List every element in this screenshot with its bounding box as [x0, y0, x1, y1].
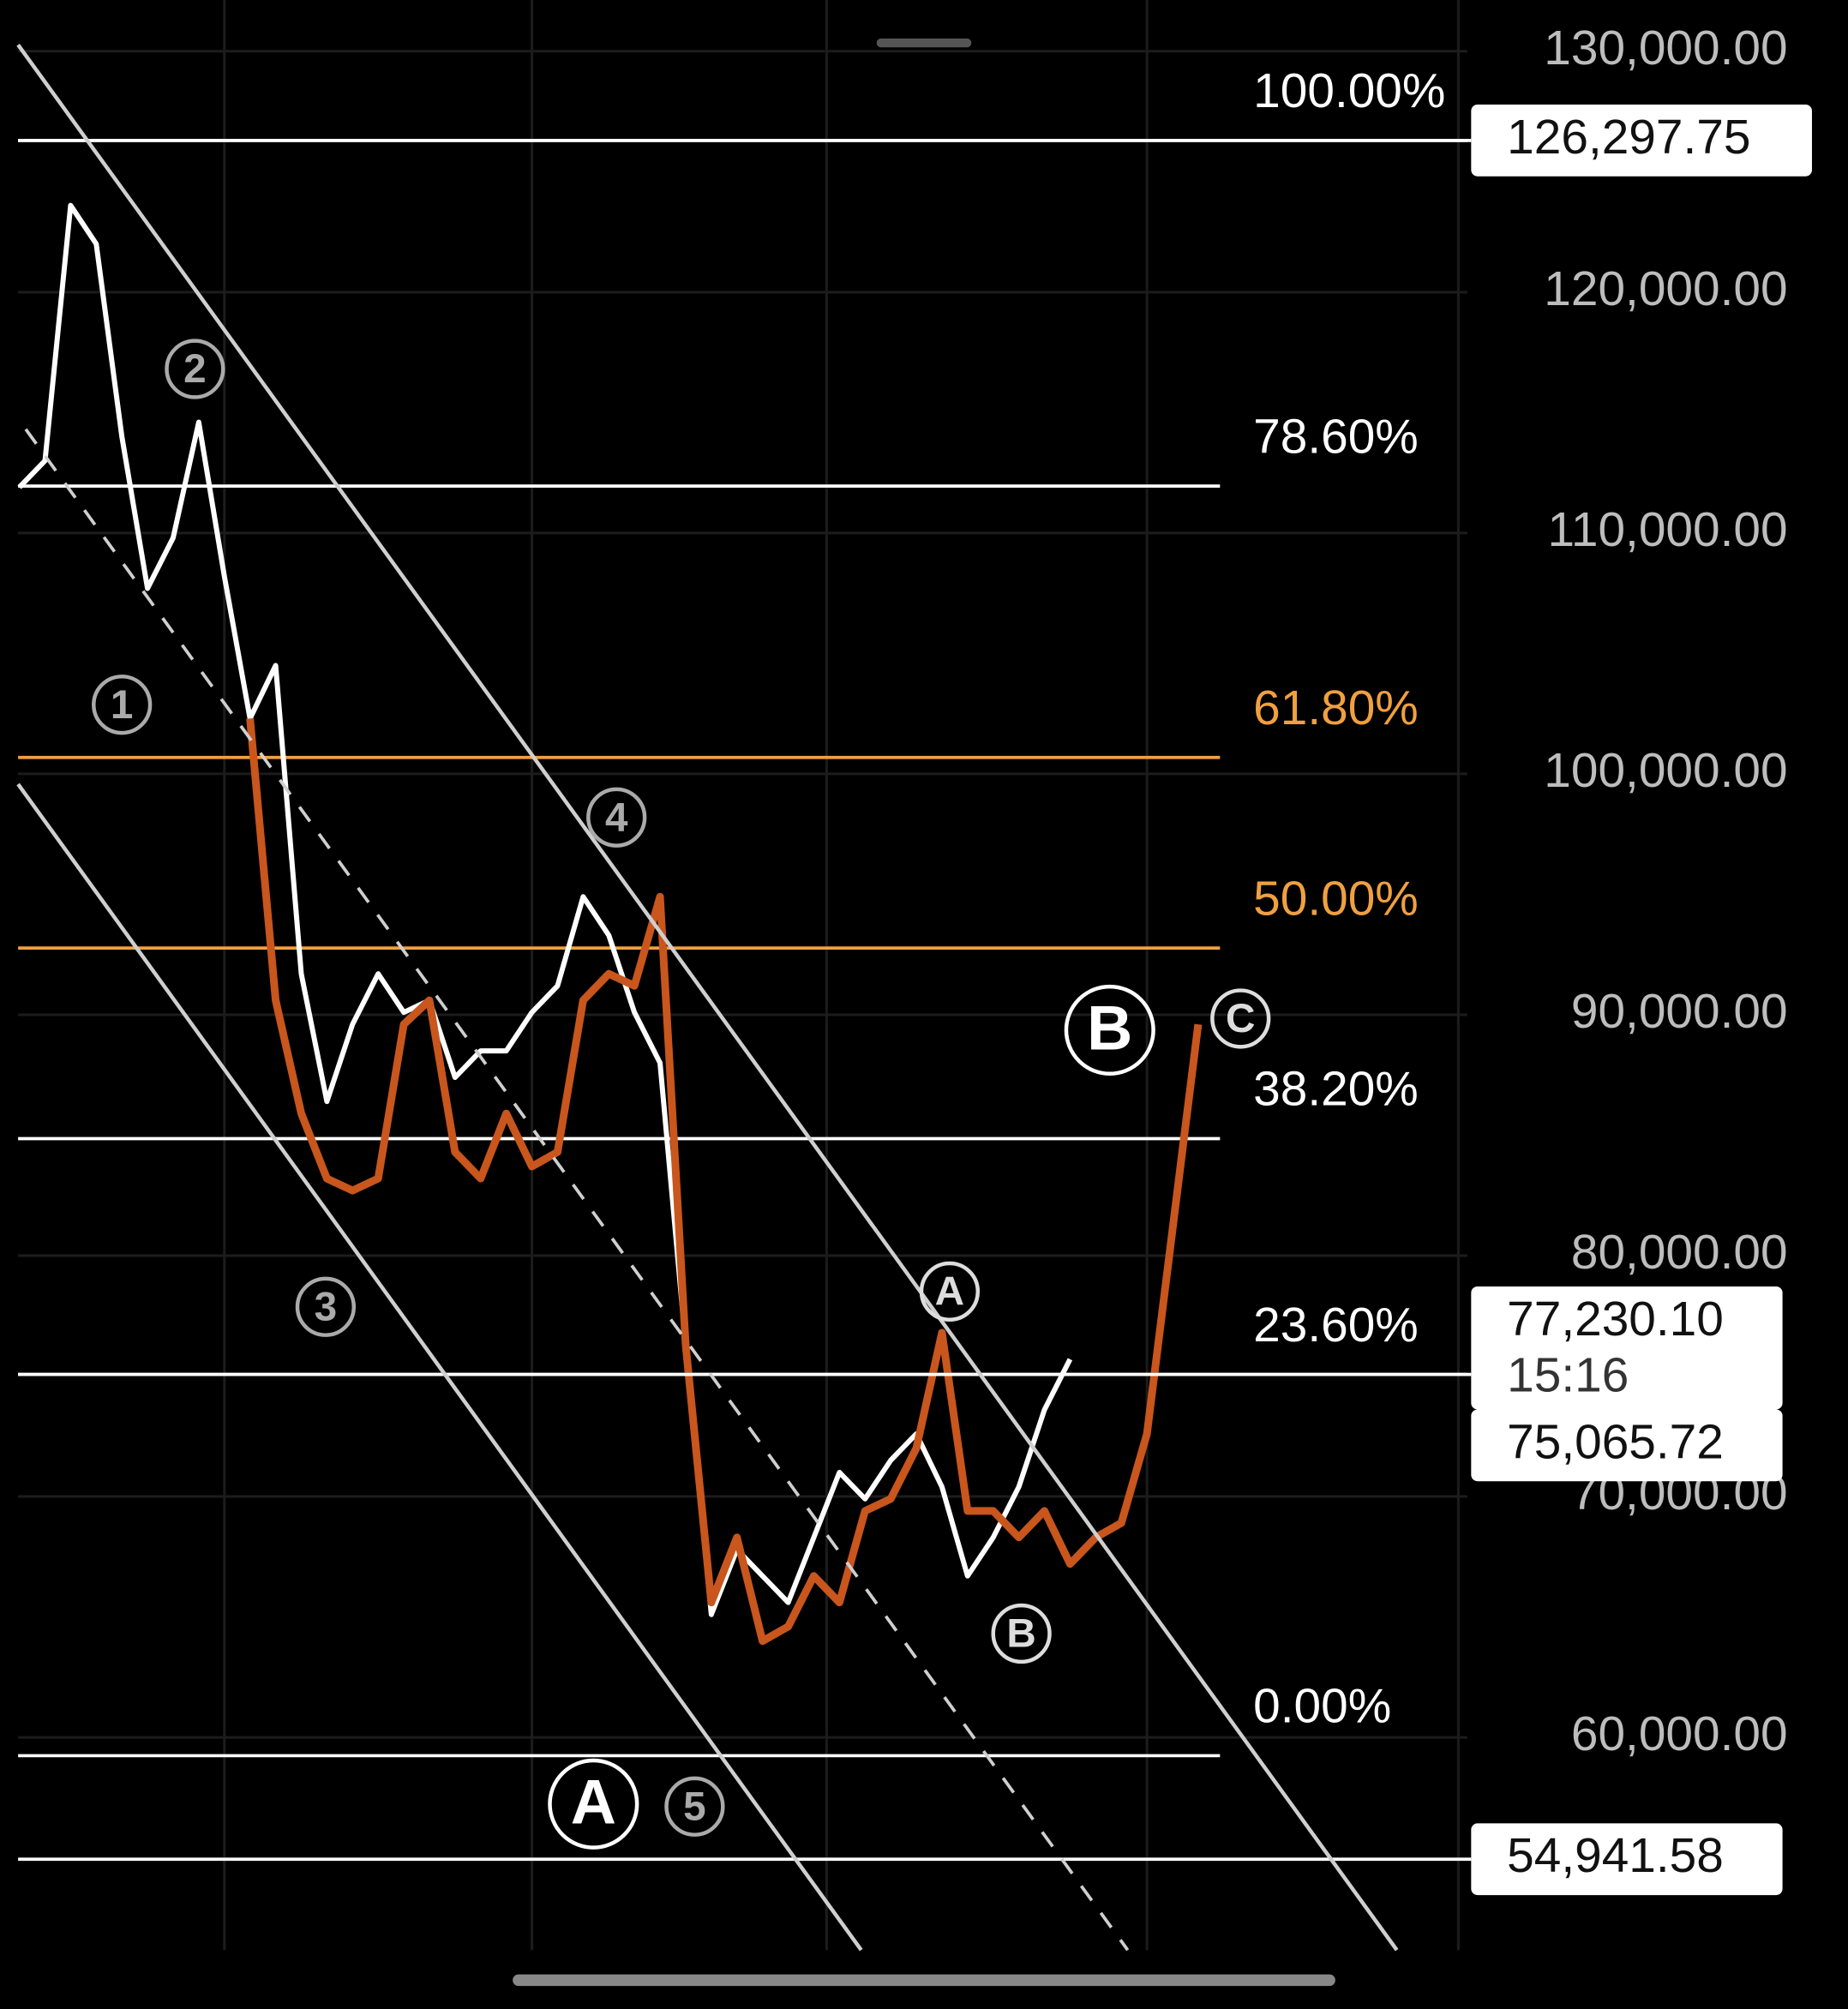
grabber[interactable]	[876, 38, 972, 48]
fib-label: 61.80%	[1253, 681, 1419, 735]
wave-marker	[586, 787, 647, 848]
price-label-box	[1471, 104, 1812, 177]
wave-marker	[991, 1603, 1052, 1664]
price-label-box	[1471, 1286, 1783, 1410]
y-tick-label: 80,000.00	[1571, 1226, 1788, 1280]
wave-label: 2	[183, 346, 207, 392]
wave-marker	[295, 1276, 357, 1337]
wave-marker	[92, 675, 153, 735]
price-label: 77,230.10	[1507, 1292, 1724, 1346]
wave-marker	[919, 1261, 981, 1322]
fib-label: 38.20%	[1253, 1063, 1419, 1117]
y-tick-label: 100,000.00	[1544, 744, 1787, 798]
channel-line	[16, 44, 1399, 1952]
price-label: 54,941.58	[1507, 1829, 1724, 1883]
wave-label: B	[1006, 1611, 1035, 1657]
fib-label: 100.00%	[1253, 64, 1445, 118]
price-label: 75,065.72	[1507, 1415, 1724, 1469]
wave-label: 3	[315, 1284, 338, 1329]
price-time: 15:16	[1507, 1349, 1629, 1403]
wave-marker	[548, 1758, 639, 1850]
channel-line	[16, 783, 863, 1952]
wave-label: 1	[111, 682, 134, 728]
fib-label: 50.00%	[1253, 872, 1419, 926]
wave-marker	[165, 339, 225, 399]
wave-marker	[1210, 988, 1271, 1049]
price-label-box	[1471, 1409, 1783, 1482]
wave-label: A	[571, 1766, 616, 1837]
y-tick-label: 90,000.00	[1571, 985, 1788, 1039]
home-indicator[interactable]	[513, 1974, 1335, 1987]
y-tick-label: 120,000.00	[1544, 262, 1787, 316]
price-label: 126,297.75	[1507, 111, 1750, 165]
fib-label: 0.00%	[1253, 1680, 1391, 1734]
price-label-box	[1471, 1823, 1783, 1896]
wave-label: C	[1226, 996, 1255, 1041]
wave-label: 4	[605, 795, 628, 840]
wave-marker	[664, 1776, 725, 1837]
plot	[17, 50, 1472, 1862]
channel-midline	[24, 428, 1130, 1952]
y-tick-label: 130,000.00	[1544, 21, 1787, 75]
price-line	[246, 717, 1203, 1646]
fib-label: 23.60%	[1253, 1298, 1419, 1352]
y-tick-label: 60,000.00	[1571, 1707, 1788, 1761]
overlay: 130,000.00 120,000.00 110,000.00 100,000.00…	[92, 21, 1812, 1896]
wave-marker	[1064, 984, 1155, 1076]
wave-label: 5	[683, 1784, 706, 1829]
price-line	[17, 202, 1073, 1617]
wave-label: A	[935, 1268, 964, 1314]
y-tick-label: 110,000.00	[1548, 503, 1788, 557]
fib-label: 78.60%	[1253, 410, 1419, 464]
grid	[223, 0, 1460, 1951]
wave-label: B	[1087, 992, 1132, 1063]
